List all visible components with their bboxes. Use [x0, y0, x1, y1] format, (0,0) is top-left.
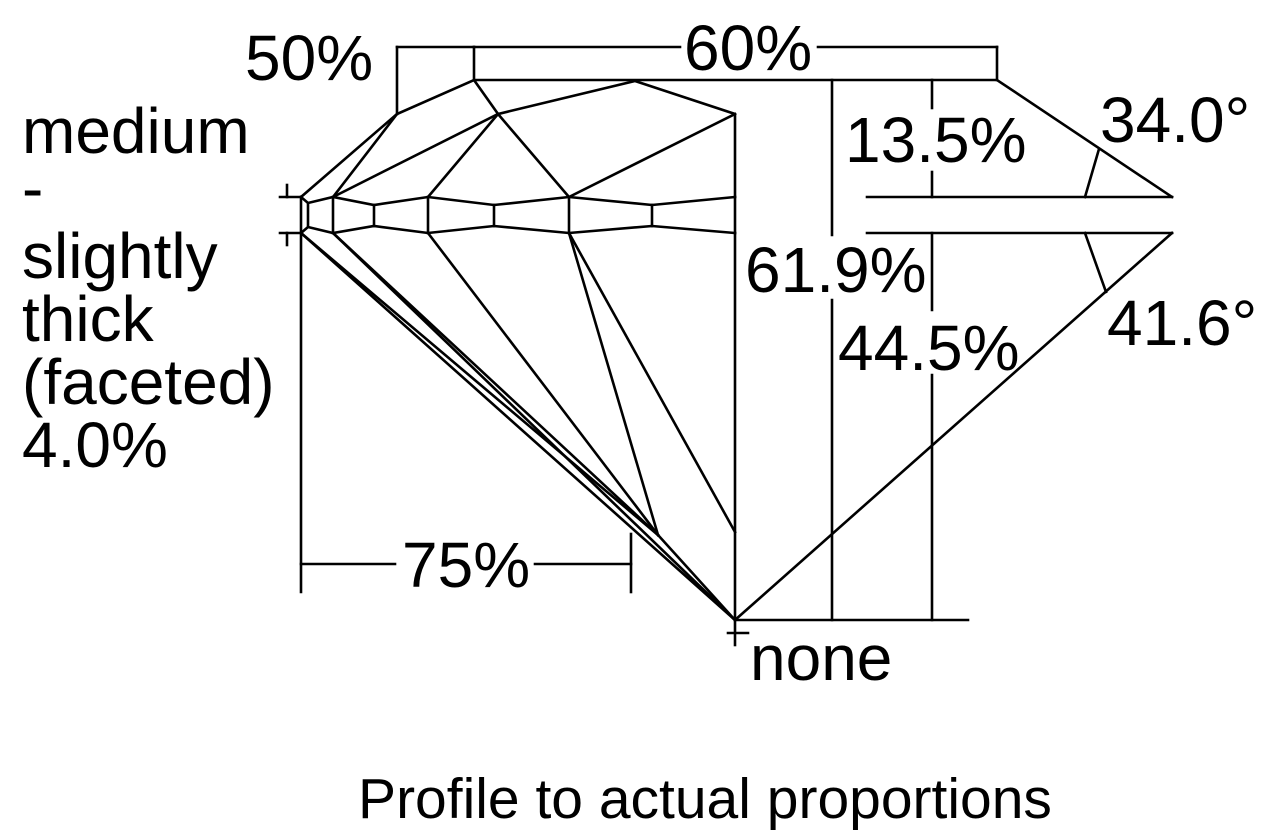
dimension-lines: [278, 45, 1174, 647]
pavilion-depth-label: 44.5%: [838, 312, 1019, 384]
star-length-label: 50%: [245, 22, 373, 94]
girdle-line: -: [22, 152, 43, 224]
total-depth-label: 61.9%: [745, 234, 926, 306]
girdle-line: slightly: [22, 220, 218, 292]
crown-height-label: 13.5%: [845, 104, 1026, 176]
girdle-line: 4.0%: [22, 409, 168, 481]
caption: Profile to actual proportions: [358, 767, 1052, 831]
crown-angle-label: 34.0°: [1100, 84, 1250, 156]
pavilion-angle-label: 41.6°: [1107, 287, 1257, 359]
girdle-line: thick: [22, 283, 155, 355]
diamond-outline: [299, 78, 1174, 622]
culet-label: none: [750, 622, 892, 694]
table-width-label: 60%: [684, 12, 812, 84]
girdle-label: medium - slightly thick (faceted) 4.0%: [22, 95, 275, 481]
girdle-line: (faceted): [22, 346, 275, 418]
girdle-line: medium: [22, 95, 250, 167]
lower-half-length-label: 75%: [402, 529, 530, 601]
